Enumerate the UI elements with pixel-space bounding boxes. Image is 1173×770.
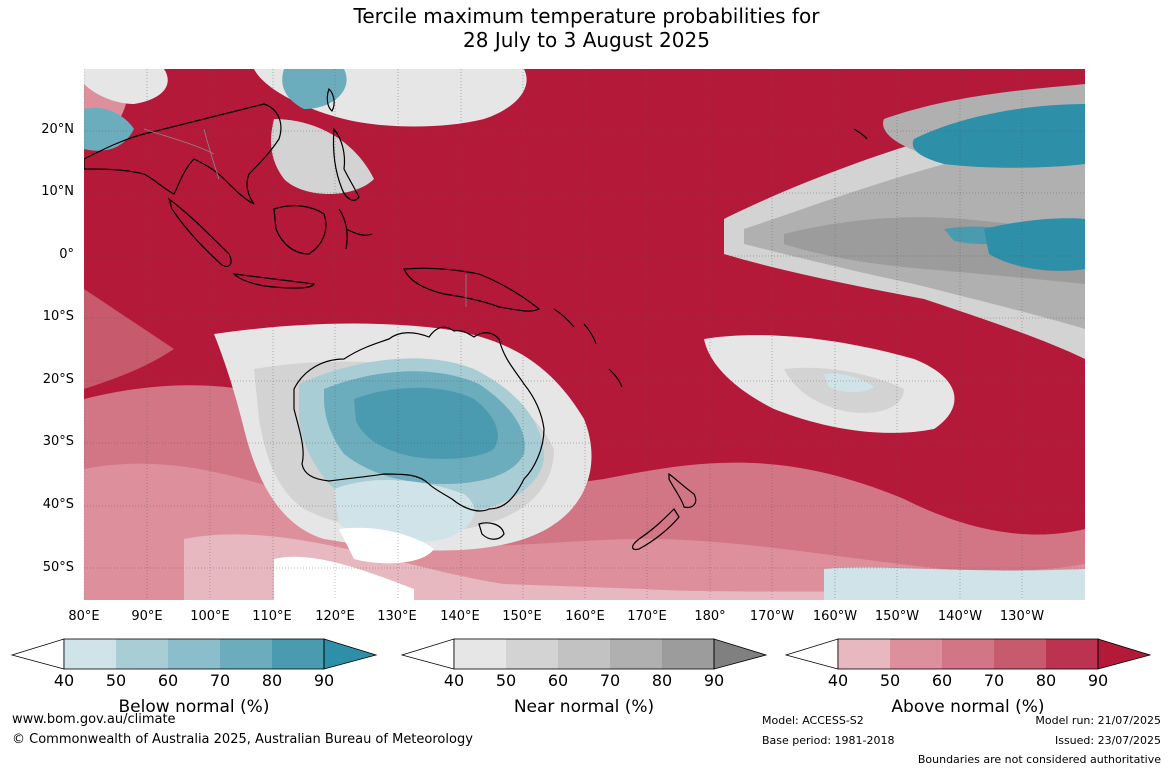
colorbar-segment <box>942 639 994 669</box>
pacific-below-normal-zone <box>912 104 1085 168</box>
colorbar-segment <box>890 639 942 669</box>
colorbar-segment <box>506 639 558 669</box>
lon-label: 80°E <box>68 609 100 624</box>
colorbar-max-arrow <box>1097 638 1152 670</box>
lon-label: 150°W <box>874 609 920 624</box>
colorbar-title-below: Below normal (%) <box>118 697 270 717</box>
base-period-text: Base period: 1981-2018 <box>762 734 895 747</box>
philippines-outline <box>332 127 360 201</box>
australia-outline <box>293 326 545 512</box>
model-run-text: Model run: 21/07/2025 <box>1035 714 1161 727</box>
colorbar-near-normal <box>400 638 768 670</box>
colorbar-tick: 90 <box>313 671 335 690</box>
colorbar-segment <box>1046 639 1098 669</box>
sulawesi-outline <box>338 208 373 250</box>
lat-label-30s: 30°S <box>42 434 74 449</box>
sumatra-outline <box>167 197 232 267</box>
colorbar-min-arrow <box>10 638 65 670</box>
colorbar-above-normal <box>784 638 1152 670</box>
se-asia-outline <box>84 103 282 205</box>
graticule <box>84 69 1085 600</box>
website-link[interactable]: www.bom.gov.au/climate <box>12 712 176 727</box>
disclaimer-text: Boundaries are not considered authoritat… <box>917 753 1161 766</box>
colorbar-segment <box>220 639 272 669</box>
new-zealand-south <box>632 508 680 551</box>
colorbar-tick: 70 <box>983 671 1005 690</box>
lon-label: 160°W <box>812 609 858 624</box>
lon-label: 180° <box>694 609 726 624</box>
new-zealand-north <box>668 472 697 509</box>
borneo-outline <box>273 205 327 255</box>
colorbar-segment <box>272 639 324 669</box>
lon-label: 170°W <box>749 609 795 624</box>
colorbar-segment <box>838 639 890 669</box>
colorbar-tick: 50 <box>879 671 901 690</box>
colorbar-tick: 80 <box>261 671 283 690</box>
lon-label: 140°E <box>440 609 480 624</box>
lat-label-10s: 10°S <box>42 309 74 324</box>
colorbar-segment <box>64 639 116 669</box>
colorbar-tick: 40 <box>443 671 465 690</box>
colorbar-tick: 70 <box>599 671 621 690</box>
lon-label: 100°E <box>190 609 230 624</box>
colorbar-title-near: Near normal (%) <box>513 697 655 717</box>
lon-label: 130°E <box>377 609 417 624</box>
lon-label: 160°E <box>565 609 605 624</box>
colorbar-min-arrow <box>784 638 839 670</box>
colorbar-segment <box>558 639 610 669</box>
colorbar-below-normal <box>10 638 378 670</box>
lat-label-20s: 20°S <box>42 372 74 387</box>
colorbar-segment <box>994 639 1046 669</box>
lon-label: 170°E <box>627 609 667 624</box>
colorbar-segment <box>168 639 220 669</box>
lat-label-50s: 50°S <box>42 560 74 575</box>
colorbar-title-above: Above normal (%) <box>891 697 1045 717</box>
new-guinea-outline <box>403 267 541 312</box>
lon-label: 130°W <box>999 609 1045 624</box>
taiwan-outline <box>326 87 335 112</box>
map-title-line1: Tercile maximum temperature probabilitie… <box>353 4 820 28</box>
issued-text: Issued: 23/07/2025 <box>1054 734 1161 747</box>
tasmania-outline <box>478 522 505 540</box>
model-text: Model: ACCESS-S2 <box>762 714 864 727</box>
colorbar-tick: 90 <box>1087 671 1109 690</box>
colorbar-tick: 80 <box>1035 671 1057 690</box>
colorbar-tick: 60 <box>547 671 569 690</box>
colorbar-tick: 90 <box>703 671 725 690</box>
lat-label-0: 0° <box>59 247 74 262</box>
lon-label: 150°E <box>502 609 542 624</box>
colorbar-segment <box>116 639 168 669</box>
colorbar-tick: 60 <box>931 671 953 690</box>
country-borders <box>143 128 467 307</box>
colorbar-tick: 40 <box>53 671 75 690</box>
lon-label: 110°E <box>252 609 292 624</box>
lon-label: 90°E <box>131 609 163 624</box>
colorbar-min-arrow <box>400 638 455 670</box>
lon-label: 140°W <box>937 609 983 624</box>
colorbar-tick: 70 <box>209 671 231 690</box>
probability-map <box>84 69 1085 600</box>
colorbar-segment <box>662 639 714 669</box>
colorbar-tick: 80 <box>651 671 673 690</box>
colorbar-max-arrow <box>323 638 378 670</box>
java-outline <box>232 273 315 289</box>
map-title-line2: 28 July to 3 August 2025 <box>463 28 710 52</box>
copyright-text: © Commonwealth of Australia 2025, Austra… <box>12 732 473 747</box>
colorbar-segment <box>610 639 662 669</box>
colorbar-tick: 50 <box>105 671 127 690</box>
colorbar-segment <box>454 639 506 669</box>
colorbar-tick: 50 <box>495 671 517 690</box>
colorbar-max-arrow <box>713 638 768 670</box>
lat-label-20n: 20°N <box>41 122 74 137</box>
coastlines <box>84 87 868 551</box>
lat-label-10n: 10°N <box>41 184 74 199</box>
lon-label: 120°E <box>315 609 355 624</box>
colorbar-tick: 60 <box>157 671 179 690</box>
colorbar-tick: 40 <box>827 671 849 690</box>
lat-label-40s: 40°S <box>42 497 74 512</box>
